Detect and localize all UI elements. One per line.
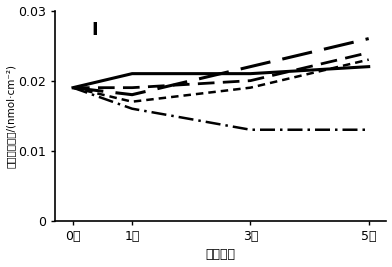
- Y-axis label: 可溶性糖含量/(nmol·cm⁻²): 可溶性糖含量/(nmol·cm⁻²): [5, 64, 16, 168]
- X-axis label: 驱炼次数: 驱炼次数: [206, 249, 236, 261]
- Text: I: I: [92, 21, 98, 39]
